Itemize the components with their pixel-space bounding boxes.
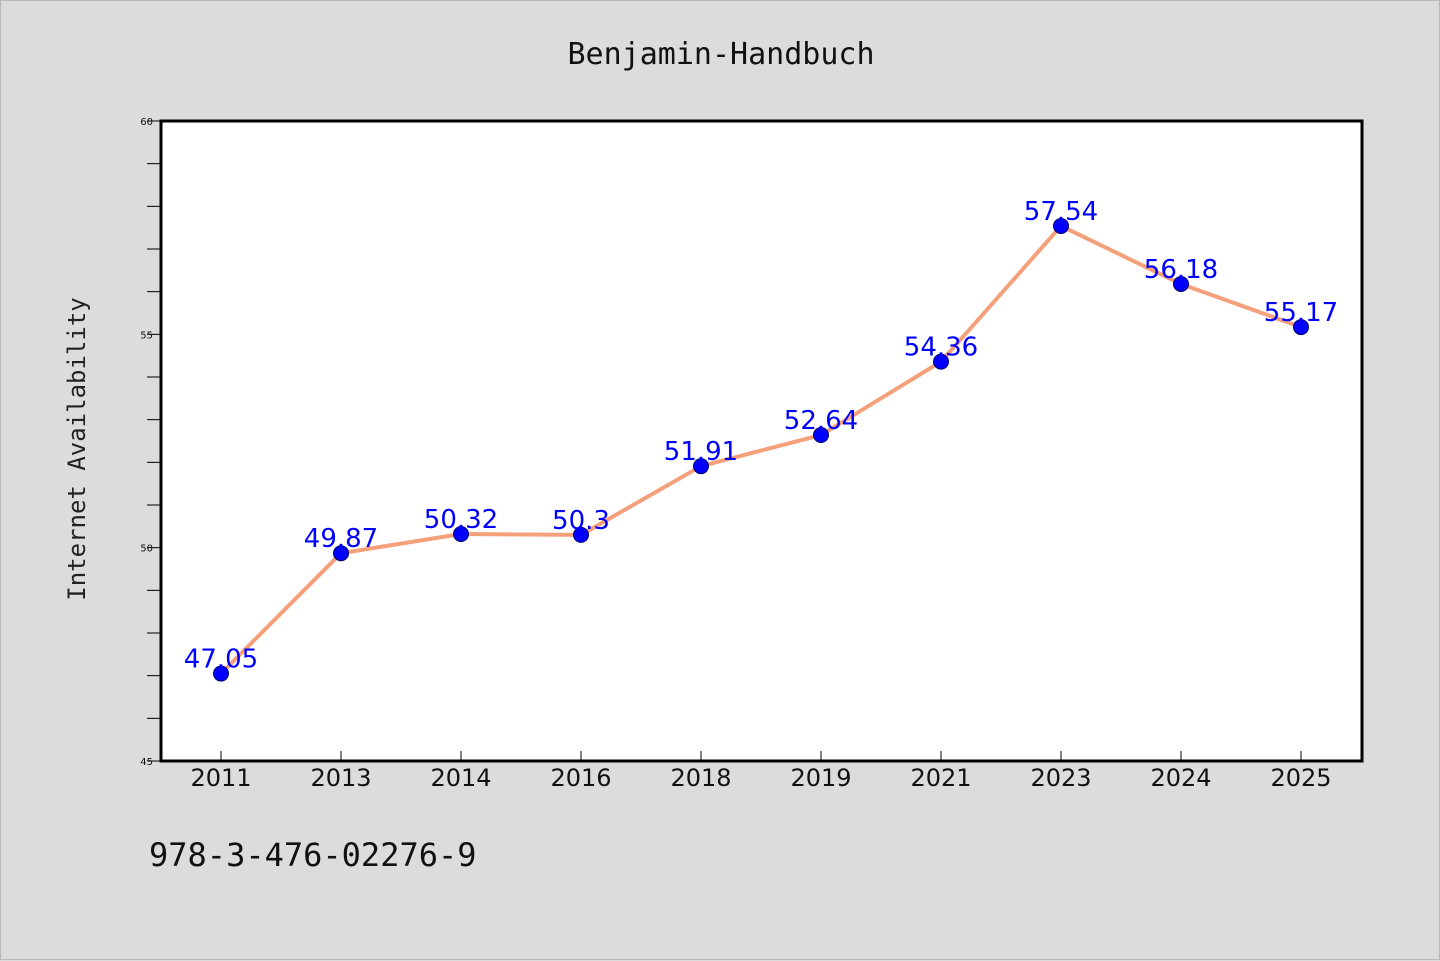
x-axis-ticks: 2011 2013 2014 2016 2018 2019 2021 2023 2024 2025 (190, 751, 1332, 792)
data-label: 51.91 (664, 437, 738, 467)
x-tick-label: 2016 (550, 764, 611, 792)
data-point (933, 353, 949, 370)
y-tick-label: 55 (140, 330, 153, 341)
y-tick-label: 45 (140, 757, 153, 768)
x-tick-label: 2023 (1030, 764, 1091, 792)
data-point (1053, 217, 1069, 234)
data-label: 49.87 (304, 524, 378, 554)
data-label: 50.32 (424, 505, 498, 535)
chart-title: Benjamin-Handbuch (567, 37, 874, 72)
data-label: 56.18 (1144, 255, 1218, 285)
x-tick-label: 2019 (790, 764, 851, 792)
x-tick-label: 2021 (910, 764, 971, 792)
data-label: 52.64 (784, 406, 858, 436)
y-tick-label: 50 (140, 544, 153, 555)
data-label: 47.05 (184, 645, 258, 675)
data-label: 55.17 (1264, 298, 1338, 328)
data-point (573, 526, 589, 543)
y-tick-label: 60 (140, 117, 153, 128)
data-label: 54.36 (904, 333, 978, 363)
isbn-text: 978-3-476-02276-9 (149, 836, 477, 874)
x-tick-label: 2011 (190, 764, 251, 792)
data-point (213, 665, 229, 682)
data-point (693, 458, 709, 475)
data-point (1173, 275, 1189, 292)
data-label: 57.54 (1024, 197, 1098, 227)
x-tick-label: 2013 (310, 764, 371, 792)
y-axis-ticks: 45 50 55 60 (140, 117, 161, 768)
data-point (813, 427, 829, 444)
data-label-layer: 47.05 49.87 50.32 50.3 51.91 52.64 54.36 57.54 5… (184, 197, 1338, 675)
x-tick-label: 2024 (1150, 764, 1211, 792)
data-point (333, 545, 349, 562)
x-tick-label: 2014 (430, 764, 491, 792)
data-point (1293, 319, 1309, 336)
x-tick-label: 2025 (1270, 764, 1331, 792)
data-point (453, 526, 469, 543)
x-tick-label: 2018 (670, 764, 731, 792)
data-label: 50.3 (552, 506, 610, 536)
series-layer (213, 217, 1309, 682)
plot-area (159, 119, 1364, 763)
y-axis-label: Internet Availability (63, 297, 91, 600)
series-line (219, 223, 1303, 676)
